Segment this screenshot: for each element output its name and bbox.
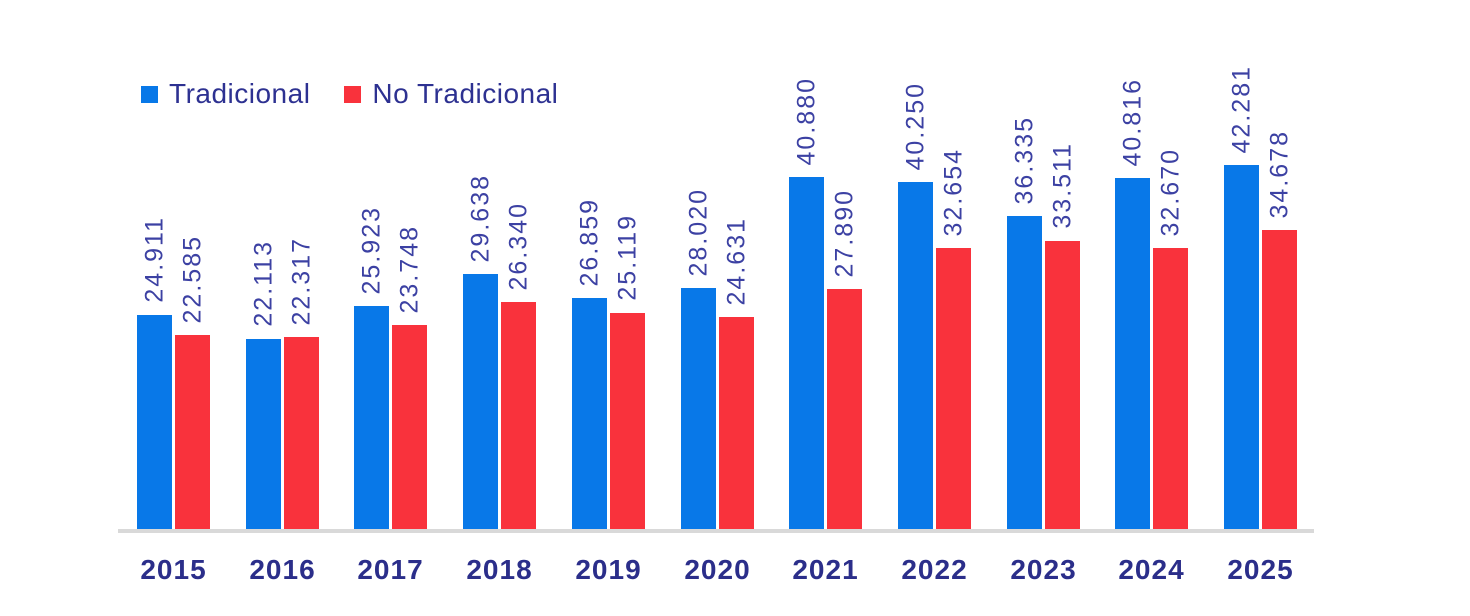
bar-tradicional-2022: 40.250 — [898, 82, 933, 529]
bar-tradicional-2019: 26.859 — [572, 198, 607, 529]
bar-no-tradicional-2022: 32.654 — [936, 148, 971, 529]
bar-value-label-tradicional-2025: 42.281 — [1227, 64, 1255, 153]
bar-group-2022: 40.250 32.654 2022 — [898, 82, 971, 585]
bar-value-label-tradicional-2017: 25.923 — [357, 205, 385, 294]
bar-value-label-tradicional-2024: 40.816 — [1118, 77, 1146, 166]
bar-tradicional-2015: 24.911 — [137, 216, 172, 529]
bar-value-label-no-tradicional-2018: 26.340 — [504, 201, 532, 290]
legend-item-tradicional: Tradicional — [141, 80, 310, 108]
bar-no-tradicional-2024: 32.670 — [1153, 148, 1188, 529]
x-axis-label-2024: 2024 — [1118, 554, 1185, 585]
legend: Tradicional No Tradicional — [141, 80, 558, 108]
bar-tradicional-2024: 40.816 — [1115, 78, 1150, 529]
bar-value-label-tradicional-2019: 26.859 — [575, 197, 603, 286]
bar-no-tradicional-2017: 23.748 — [392, 225, 427, 529]
bar-value-label-no-tradicional-2022: 32.654 — [939, 147, 967, 236]
bar-tradicional-2023: 36.335 — [1007, 116, 1042, 529]
bar-value-label-tradicional-2021: 40.880 — [792, 76, 820, 165]
bar-group-2019: 26.859 25.119 2019 — [572, 198, 645, 585]
bar-value-label-tradicional-2018: 29.638 — [466, 173, 494, 262]
bar-no-tradicional-2015: 22.585 — [175, 235, 210, 529]
bar-value-label-tradicional-2023: 36.335 — [1010, 115, 1038, 204]
x-axis-label-2021: 2021 — [792, 554, 859, 585]
bar-value-label-no-tradicional-2020: 24.631 — [722, 216, 750, 305]
bar-value-label-tradicional-2022: 40.250 — [901, 81, 929, 170]
x-axis-label-2017: 2017 — [357, 554, 424, 585]
bar-value-label-no-tradicional-2015: 22.585 — [178, 234, 206, 323]
bar-value-label-tradicional-2020: 28.020 — [684, 187, 712, 276]
x-axis-label-2019: 2019 — [575, 554, 642, 585]
legend-swatch-tradicional-icon — [141, 85, 158, 103]
bar-value-label-tradicional-2015: 24.911 — [140, 216, 168, 303]
bar-tradicional-2018: 29.638 — [463, 174, 498, 529]
bar-tradicional-2021: 40.880 — [789, 77, 824, 529]
bar-value-label-tradicional-2016: 22.113 — [249, 240, 277, 327]
x-axis-label-2023: 2023 — [1010, 554, 1077, 585]
bar-no-tradicional-2016: 22.317 — [284, 237, 319, 529]
bar-group-2020: 28.020 24.631 2020 — [681, 188, 754, 585]
legend-item-no-tradicional: No Tradicional — [344, 80, 558, 108]
bar-no-tradicional-2018: 26.340 — [501, 202, 536, 529]
x-axis-label-2022: 2022 — [901, 554, 968, 585]
bar-value-label-no-tradicional-2019: 25.119 — [613, 214, 641, 301]
bar-group-2018: 29.638 26.340 2018 — [463, 174, 536, 585]
bar-tradicional-2016: 22.113 — [246, 240, 281, 529]
bar-tradicional-2025: 42.281 — [1224, 65, 1259, 529]
x-axis-label-2018: 2018 — [466, 554, 533, 585]
bar-no-tradicional-2025: 34.678 — [1262, 130, 1297, 529]
x-axis-label-2025: 2025 — [1227, 554, 1294, 585]
bar-value-label-no-tradicional-2024: 32.670 — [1156, 147, 1184, 236]
bar-value-label-no-tradicional-2016: 22.317 — [287, 236, 315, 325]
bar-no-tradicional-2020: 24.631 — [719, 217, 754, 529]
x-axis-label-2020: 2020 — [684, 554, 751, 585]
bar-no-tradicional-2023: 33.511 — [1045, 142, 1080, 529]
bar-value-label-no-tradicional-2021: 27.890 — [830, 188, 858, 277]
legend-label-tradicional: Tradicional — [169, 78, 311, 109]
bar-value-label-no-tradicional-2017: 23.748 — [395, 224, 423, 313]
bar-group-2024: 40.816 32.670 2024 — [1115, 78, 1188, 585]
bar-no-tradicional-2019: 25.119 — [610, 214, 645, 529]
x-axis-label-2015: 2015 — [140, 554, 207, 585]
legend-swatch-no-tradicional-icon — [344, 85, 362, 103]
bar-value-label-no-tradicional-2023: 33.511 — [1048, 142, 1076, 229]
x-axis-label-2016: 2016 — [249, 554, 316, 585]
bar-group-2016: 22.113 22.317 2016 — [246, 237, 319, 585]
bar-group-2015: 24.911 22.585 2015 — [137, 216, 210, 585]
bar-tradicional-2020: 28.020 — [681, 188, 716, 529]
bar-group-2023: 36.335 33.511 2023 — [1007, 116, 1080, 585]
bar-group-2021: 40.880 27.890 2021 — [789, 77, 862, 585]
bar-value-label-no-tradicional-2025: 34.678 — [1265, 129, 1293, 218]
legend-label-no-tradicional: No Tradicional — [372, 78, 559, 109]
bar-tradicional-2017: 25.923 — [354, 206, 389, 529]
bar-group-2017: 25.923 23.748 2017 — [354, 206, 427, 585]
bar-no-tradicional-2021: 27.890 — [827, 189, 862, 529]
x-axis-line — [118, 529, 1314, 533]
bar-group-2025: 42.281 34.678 2025 — [1224, 65, 1297, 585]
